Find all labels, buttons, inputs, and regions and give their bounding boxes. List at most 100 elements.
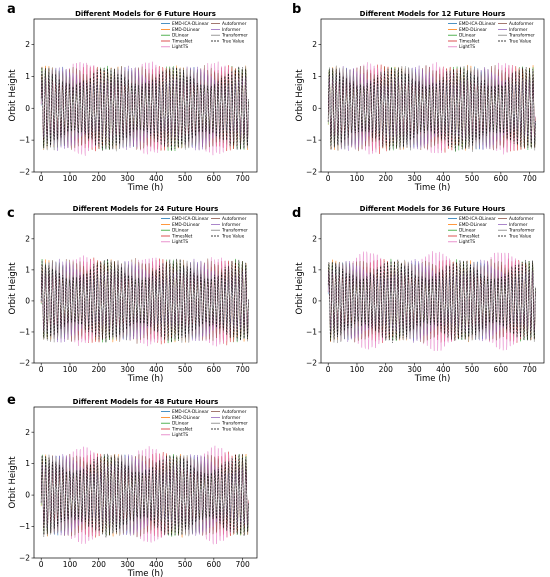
legend-label: EMD-ICA-DLinear: [172, 409, 209, 415]
y-tick-label: −1: [19, 522, 30, 531]
x-tick-label: 0: [39, 174, 44, 183]
y-tick-label: 0: [25, 491, 30, 500]
x-axis-label: Time (h): [127, 183, 164, 193]
x-tick-label: 600: [494, 365, 509, 374]
y-tick-label: 0: [25, 104, 30, 113]
y-tick-label: −1: [306, 136, 317, 145]
y-tick-label: 1: [312, 265, 317, 274]
y-tick-label: −1: [19, 328, 30, 337]
x-tick-label: 300: [120, 365, 135, 374]
y-tick-label: 0: [25, 297, 30, 306]
legend-label: Transformer: [508, 33, 535, 39]
legend-label: EMD-ICA-DLinear: [172, 216, 209, 222]
series-line: [40, 453, 249, 538]
x-tick-label: 400: [149, 560, 164, 569]
legend-label: True Value: [221, 38, 245, 44]
y-tick-label: −1: [19, 136, 30, 145]
y-tick-label: 0: [312, 104, 317, 113]
legend-label: LightTS: [172, 44, 188, 50]
x-tick-label: 600: [207, 365, 222, 374]
y-tick-label: 1: [25, 265, 30, 274]
x-tick-label: 500: [178, 560, 193, 569]
y-tick-label: −2: [19, 359, 30, 368]
y-tick-label: 2: [25, 234, 30, 243]
x-tick-label: 600: [207, 174, 222, 183]
axes-frame: [33, 213, 258, 364]
y-tick-label: −1: [306, 328, 317, 337]
x-tick-label: 400: [436, 174, 451, 183]
series-group: [327, 251, 536, 352]
x-tick-label: 200: [92, 174, 107, 183]
legend-label: TimesNet: [458, 233, 480, 239]
legend-label: Informer: [222, 222, 241, 228]
legend-label: LightTS: [459, 239, 475, 245]
x-tick-label: 200: [92, 560, 107, 569]
legend-label: Autoformer: [509, 216, 534, 222]
y-tick-label: 0: [312, 297, 317, 306]
legend-label: Transformer: [508, 228, 535, 234]
x-tick-label: 0: [326, 365, 331, 374]
x-tick-label: 700: [522, 365, 537, 374]
series-group: [40, 61, 249, 156]
panel-e: e Different Models for 48 Future Hours 0 10…: [7, 393, 258, 577]
x-tick-label: 400: [149, 365, 164, 374]
legend-label: Informer: [509, 27, 528, 33]
x-tick-label: 300: [407, 174, 422, 183]
legend: EMD-ICA-DLinearEMD-DLinearDLinearTimesNe…: [161, 409, 248, 438]
series-group: [40, 445, 249, 545]
legend-label: True Value: [221, 426, 245, 432]
x-tick-label: 700: [522, 174, 537, 183]
legend-label: LightTS: [172, 239, 188, 245]
x-tick-label: 100: [63, 560, 78, 569]
x-tick-label: 0: [39, 560, 44, 569]
y-axis-label: Orbit Height: [8, 262, 18, 315]
x-tick-label: 300: [407, 365, 422, 374]
chart-title: Different Models for 12 Future Hours: [360, 10, 506, 18]
chart-title: Different Models for 48 Future Hours: [73, 398, 219, 406]
legend-label: EMD-DLinear: [459, 27, 487, 33]
panel-letter: c: [7, 206, 15, 221]
x-tick-label: 100: [350, 365, 365, 374]
legend-label: TimesNet: [171, 233, 193, 239]
y-tick-label: −2: [306, 168, 317, 177]
y-axis-label: Orbit Height: [295, 262, 305, 315]
y-tick-label: 1: [25, 72, 30, 81]
legend-label: True Value: [508, 38, 532, 44]
panel-letter: a: [7, 2, 16, 17]
x-tick-label: 0: [326, 174, 331, 183]
x-tick-label: 500: [465, 365, 480, 374]
x-tick-label: 400: [436, 365, 451, 374]
y-tick-label: 2: [312, 40, 317, 49]
legend: EMD-ICA-DLinearEMD-DLinearDLinearTimesNe…: [161, 21, 248, 50]
axes-frame: [33, 406, 258, 559]
x-tick-label: 200: [379, 174, 394, 183]
series-line: [40, 258, 249, 343]
panel-letter: d: [292, 206, 301, 221]
x-tick-label: 200: [92, 365, 107, 374]
x-tick-label: 600: [494, 174, 509, 183]
x-tick-label: 700: [235, 174, 250, 183]
chart-title: Different Models for 36 Future Hours: [360, 205, 506, 213]
legend-label: EMD-DLinear: [172, 27, 200, 33]
legend-label: Informer: [509, 222, 528, 228]
legend: EMD-ICA-DLinearEMD-DLinearDLinearTimesNe…: [448, 216, 535, 245]
y-axis-label: Orbit Height: [295, 69, 305, 122]
legend-label: LightTS: [172, 432, 188, 438]
legend: EMD-ICA-DLinearEMD-DLinearDLinearTimesNe…: [448, 21, 535, 50]
axes-frame: [33, 18, 258, 173]
legend-label: LightTS: [459, 44, 475, 50]
series-group: [40, 255, 249, 347]
legend-label: TimesNet: [458, 38, 480, 44]
x-tick-label: 100: [350, 174, 365, 183]
series-line: [327, 259, 536, 343]
panel-a: a Different Models for 6 Future Hours 0 100…: [7, 2, 258, 193]
legend-label: DLinear: [172, 228, 189, 234]
legend-label: EMD-DLinear: [172, 222, 200, 228]
x-axis-label: Time (h): [414, 183, 451, 193]
x-tick-label: 500: [178, 365, 193, 374]
legend-label: EMD-DLinear: [459, 222, 487, 228]
y-tick-label: 2: [312, 234, 317, 243]
panel-letter: e: [7, 393, 16, 408]
